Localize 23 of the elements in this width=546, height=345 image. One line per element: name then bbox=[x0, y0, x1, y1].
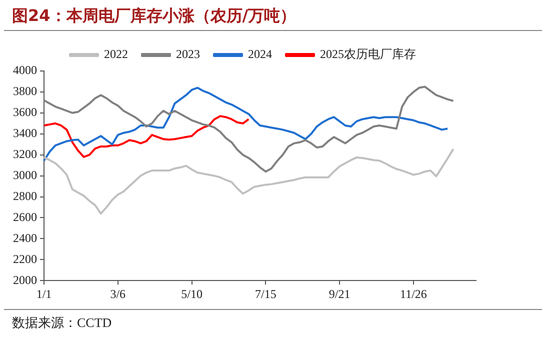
x-tick-label: 11/26 bbox=[400, 286, 427, 301]
x-tick-label: 7/15 bbox=[255, 286, 276, 301]
y-tick-label: 4000 bbox=[13, 63, 37, 78]
y-tick-label: 3600 bbox=[13, 105, 37, 120]
x-tick-label: 5/10 bbox=[181, 286, 202, 301]
y-tick-label: 2200 bbox=[13, 252, 37, 266]
y-tick-label: 3400 bbox=[13, 126, 37, 140]
source-note: 数据来源：CCTD bbox=[4, 309, 542, 336]
legend-label: 2023 bbox=[176, 47, 200, 62]
y-tick-label: 3000 bbox=[13, 168, 37, 182]
y-tick-label: 2600 bbox=[13, 210, 37, 224]
legend-label: 2025农历电厂库存 bbox=[320, 47, 416, 62]
y-tick-label: 3800 bbox=[13, 84, 37, 98]
x-tick-label: 1/1 bbox=[36, 286, 52, 301]
y-tick-label: 2400 bbox=[13, 230, 37, 245]
x-tick-label: 3/6 bbox=[110, 286, 126, 301]
chart-title: 图24：本周电厂库存小涨（农历/万吨） bbox=[4, 0, 542, 31]
y-tick-label: 2000 bbox=[13, 272, 37, 287]
y-tick-label: 3200 bbox=[13, 146, 37, 161]
legend-label: 2022 bbox=[104, 47, 128, 62]
legend-label: 2024 bbox=[248, 47, 272, 62]
x-tick-label: 9/21 bbox=[328, 286, 350, 301]
y-tick-label: 2800 bbox=[13, 188, 37, 203]
